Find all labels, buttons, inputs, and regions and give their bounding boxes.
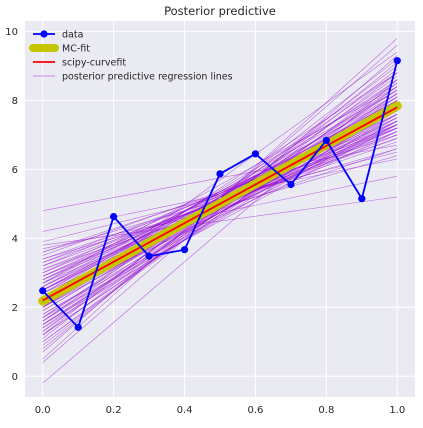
data-point (75, 324, 82, 331)
data-point (145, 253, 152, 260)
y-tick-label: 4 (12, 234, 18, 245)
x-tick-label: 0.8 (318, 405, 334, 416)
data-point (394, 57, 401, 64)
data-point (252, 150, 259, 157)
y-tick-label: 2 (12, 303, 18, 314)
x-tick-label: 0.0 (35, 405, 51, 416)
x-tick-label: 0.6 (248, 405, 264, 416)
y-tick-label: 10 (5, 27, 18, 38)
data-point (323, 137, 330, 144)
data-point (216, 170, 223, 177)
data-point (39, 287, 46, 294)
x-tick-label: 1.0 (389, 405, 405, 416)
y-tick-label: 0 (12, 372, 18, 383)
y-tick-label: 8 (12, 96, 18, 107)
data-point (181, 246, 188, 253)
legend-label: posterior predictive regression lines (62, 72, 233, 83)
legend-label: scipy-curvefit (62, 58, 126, 69)
x-tick-label: 0.2 (106, 405, 122, 416)
legend-label: MC-fit (62, 44, 90, 55)
data-point (287, 181, 294, 188)
data-point (110, 213, 117, 220)
legend-label: data (62, 30, 83, 41)
chart-title: Posterior predictive (164, 4, 276, 18)
x-tick-label: 0.4 (177, 405, 193, 416)
legend-data-marker (40, 30, 47, 37)
data-point (358, 195, 365, 202)
y-tick-label: 6 (12, 165, 18, 176)
